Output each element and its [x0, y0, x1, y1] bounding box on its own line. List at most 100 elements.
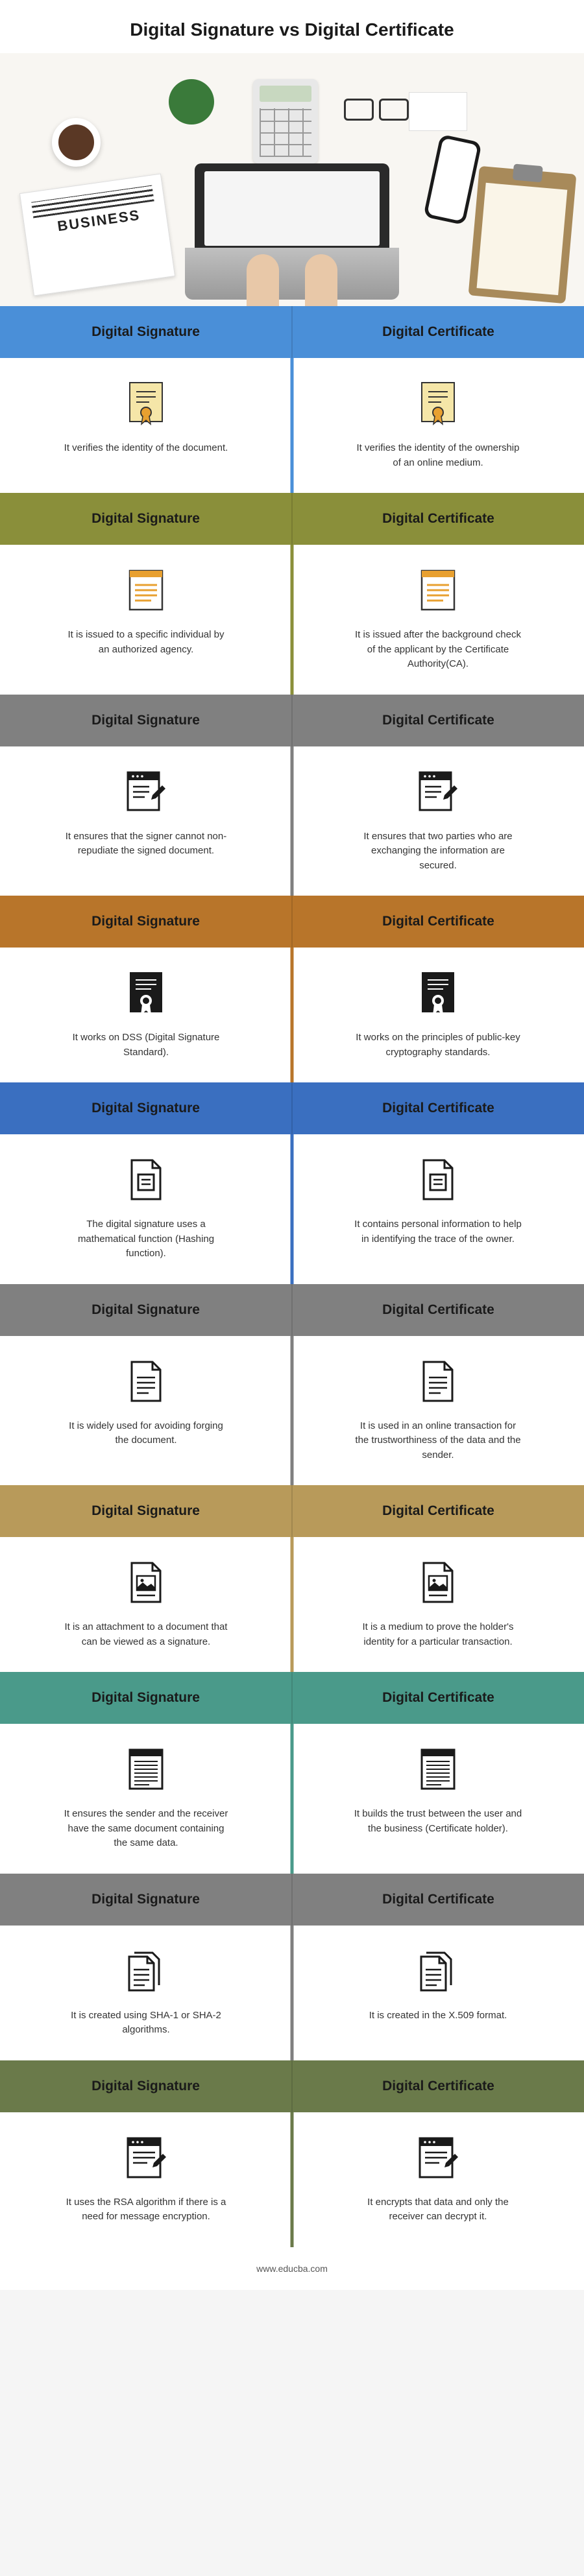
header-right: Digital Certificate — [293, 1284, 584, 1336]
row-icon — [120, 1355, 172, 1407]
header-right: Digital Certificate — [293, 1672, 584, 1724]
hero-image — [0, 53, 584, 306]
right-description: It builds the trust between the user and… — [354, 1807, 522, 1836]
row-icon — [412, 377, 464, 429]
left-description: It ensures that the signer cannot non-re… — [62, 829, 230, 859]
header-left: Digital Signature — [0, 695, 293, 746]
row-icon — [412, 766, 464, 818]
clipboard-icon — [468, 166, 577, 304]
row-icon — [412, 564, 464, 616]
comparison-header-row: Digital Signature Digital Certificate — [0, 493, 584, 545]
header-right: Digital Certificate — [293, 1485, 584, 1537]
header-right: Digital Certificate — [293, 1082, 584, 1134]
phone-icon — [423, 134, 482, 226]
comparison-content-row: It is created using SHA-1 or SHA-2 algor… — [0, 1926, 584, 2060]
content-right: It verifies the identity of the ownershi… — [292, 358, 584, 493]
row-divider — [291, 545, 294, 695]
header-right: Digital Certificate — [293, 306, 584, 358]
calculator-icon — [253, 79, 318, 163]
right-description: It is issued after the background check … — [354, 628, 522, 672]
content-right: It is used in an online transaction for … — [292, 1336, 584, 1486]
comparison-content-row: The digital signature uses a mathematica… — [0, 1134, 584, 1284]
row-icon — [120, 1154, 172, 1206]
newspaper-icon — [19, 173, 175, 296]
header-left: Digital Signature — [0, 1082, 293, 1134]
content-left: It is created using SHA-1 or SHA-2 algor… — [0, 1926, 292, 2060]
left-description: It verifies the identity of the document… — [62, 441, 230, 456]
content-left: It works on DSS (Digital Signature Stand… — [0, 948, 292, 1082]
row-divider — [291, 746, 294, 896]
row-divider — [291, 1134, 294, 1284]
page-title: Digital Signature vs Digital Certificate — [0, 0, 584, 53]
content-left: It ensures the sender and the receiver h… — [0, 1724, 292, 1874]
content-left: It is issued to a specific individual by… — [0, 545, 292, 695]
content-right: It ensures that two parties who are exch… — [292, 746, 584, 896]
content-right: It is a medium to prove the holder's ide… — [292, 1537, 584, 1672]
left-description: It ensures the sender and the receiver h… — [62, 1807, 230, 1851]
row-icon — [120, 1743, 172, 1795]
content-right: It encrypts that data and only the recei… — [292, 2112, 584, 2247]
row-divider — [291, 1537, 294, 1672]
row-divider — [291, 358, 294, 493]
header-right: Digital Certificate — [293, 695, 584, 746]
content-right: It works on the principles of public-key… — [292, 948, 584, 1082]
right-description: It verifies the identity of the ownershi… — [354, 441, 522, 470]
comparison-content-row: It verifies the identity of the document… — [0, 358, 584, 493]
row-icon — [120, 1945, 172, 1997]
header-left: Digital Signature — [0, 1284, 293, 1336]
row-divider — [291, 948, 294, 1082]
comparison-content-row: It is widely used for avoiding forging t… — [0, 1336, 584, 1486]
left-description: It is an attachment to a document that c… — [62, 1620, 230, 1649]
right-description: It encrypts that data and only the recei… — [354, 2195, 522, 2224]
comparison-header-row: Digital Signature Digital Certificate — [0, 1672, 584, 1724]
content-right: It is created in the X.509 format. — [292, 1926, 584, 2060]
right-description: It ensures that two parties who are exch… — [354, 829, 522, 874]
left-description: It is created using SHA-1 or SHA-2 algor… — [62, 2009, 230, 2038]
glasses-icon — [344, 99, 409, 118]
row-icon — [412, 1743, 464, 1795]
comparison-header-row: Digital Signature Digital Certificate — [0, 1485, 584, 1537]
comparison-content-row: It ensures the sender and the receiver h… — [0, 1724, 584, 1874]
header-right: Digital Certificate — [293, 1874, 584, 1926]
comparison-header-row: Digital Signature Digital Certificate — [0, 695, 584, 746]
header-right: Digital Certificate — [293, 493, 584, 545]
header-left: Digital Signature — [0, 1485, 293, 1537]
left-description: It is issued to a specific individual by… — [62, 628, 230, 657]
notebook-icon — [409, 92, 467, 131]
coffee-icon — [52, 118, 101, 167]
right-description: It is a medium to prove the holder's ide… — [354, 1620, 522, 1649]
comparison-header-row: Digital Signature Digital Certificate — [0, 1284, 584, 1336]
right-description: It is created in the X.509 format. — [354, 2009, 522, 2023]
comparison-header-row: Digital Signature Digital Certificate — [0, 1874, 584, 1926]
header-right: Digital Certificate — [293, 2060, 584, 2112]
footer-text: www.educba.com — [0, 2247, 584, 2290]
header-left: Digital Signature — [0, 1672, 293, 1724]
header-left: Digital Signature — [0, 1874, 293, 1926]
content-left: It is widely used for avoiding forging t… — [0, 1336, 292, 1486]
row-icon — [120, 2132, 172, 2184]
header-right: Digital Certificate — [293, 896, 584, 948]
left-description: It is widely used for avoiding forging t… — [62, 1419, 230, 1448]
right-description: It is used in an online transaction for … — [354, 1419, 522, 1463]
content-left: It is an attachment to a document that c… — [0, 1537, 292, 1672]
row-icon — [120, 564, 172, 616]
header-left: Digital Signature — [0, 896, 293, 948]
row-divider — [291, 1926, 294, 2060]
content-left: It uses the RSA algorithm if there is a … — [0, 2112, 292, 2247]
row-icon — [120, 766, 172, 818]
left-description: It uses the RSA algorithm if there is a … — [62, 2195, 230, 2224]
content-left: It verifies the identity of the document… — [0, 358, 292, 493]
row-divider — [291, 1724, 294, 1874]
content-left: It ensures that the signer cannot non-re… — [0, 746, 292, 896]
plant-icon — [169, 79, 214, 125]
comparison-header-row: Digital Signature Digital Certificate — [0, 306, 584, 358]
hands-icon — [247, 254, 337, 306]
infographic-page: Digital Signature vs Digital Certificate… — [0, 0, 584, 2290]
comparison-header-row: Digital Signature Digital Certificate — [0, 2060, 584, 2112]
comparison-rows: Digital Signature Digital Certificate It… — [0, 306, 584, 2247]
content-right: It contains personal information to help… — [292, 1134, 584, 1284]
row-icon — [120, 377, 172, 429]
comparison-header-row: Digital Signature Digital Certificate — [0, 1082, 584, 1134]
row-icon — [120, 967, 172, 1019]
row-icon — [412, 1355, 464, 1407]
